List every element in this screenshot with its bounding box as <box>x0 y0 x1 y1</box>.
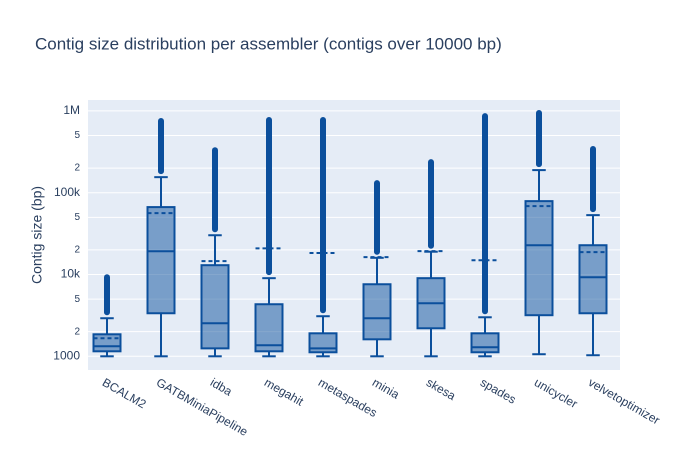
box <box>254 303 284 353</box>
chart-title: Contig size distribution per assembler (… <box>35 34 502 53</box>
y-tick-label: 1000 <box>53 348 80 362</box>
y-tick-label: 2 <box>74 245 80 256</box>
x-tick-label: metaspades <box>316 375 380 420</box>
x-tick-label: skesa <box>424 375 458 403</box>
y-tick-label: 2 <box>74 163 80 174</box>
box <box>146 206 176 315</box>
y-tick-label: 5 <box>74 130 80 141</box>
x-tick-label: velvetoptimizer <box>586 375 662 427</box>
box <box>362 283 392 341</box>
x-tick-label: idba <box>208 375 235 399</box>
y-axis-label: Contig size (bp) <box>29 186 45 284</box>
y-tick-label: 1M <box>63 103 80 117</box>
x-tick-label: GATBMiniaPipeline <box>154 375 251 439</box>
x-tick-label: megahit <box>262 375 307 409</box>
box <box>524 200 554 317</box>
y-tick-label: 5 <box>74 294 80 305</box>
box <box>92 333 122 353</box>
y-tick-label: 100k <box>54 185 81 199</box>
box <box>470 332 500 354</box>
y-tick-label: 2 <box>74 326 80 337</box>
x-tick-label: unicycler <box>532 375 580 411</box>
x-tick-label: spades <box>478 375 519 406</box>
box <box>578 244 608 315</box>
box <box>308 332 338 354</box>
y-tick-label: 5 <box>74 212 80 223</box>
x-tick-label: BCALM2 <box>100 375 149 411</box>
x-tick-label: minia <box>370 375 402 402</box>
y-tick-label: 10k <box>61 267 81 281</box>
box <box>200 264 230 350</box>
